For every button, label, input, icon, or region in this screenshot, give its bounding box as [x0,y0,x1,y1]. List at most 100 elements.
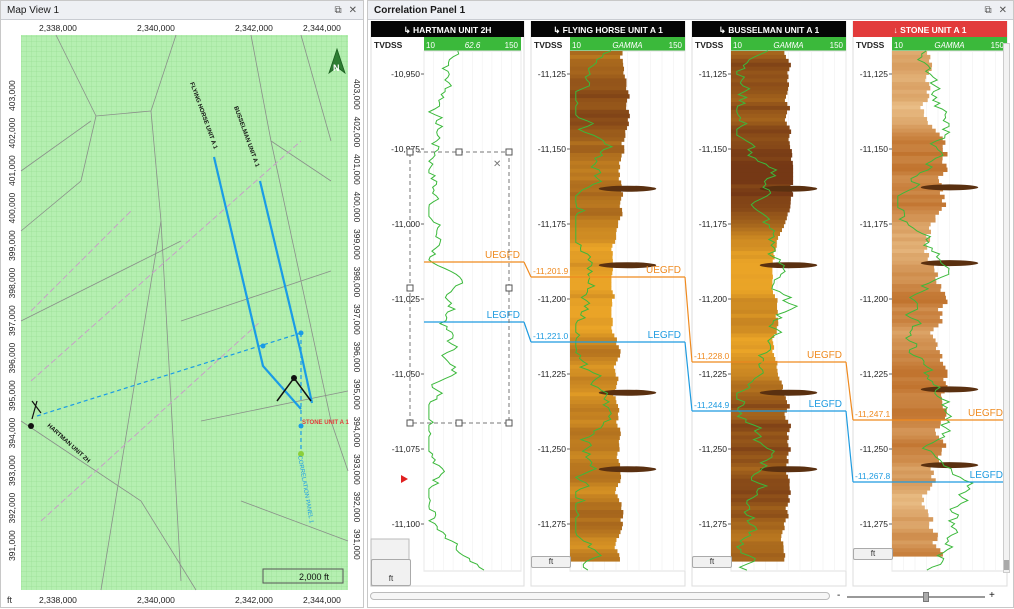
map-x-tick-top: 2,344,000 [303,23,341,33]
marker-icon[interactable] [401,475,408,483]
lease-lines [20,34,349,591]
map-x-tick-bottom: 2,340,000 [137,595,175,605]
depth-header: TVDSS [534,40,563,50]
formation-top-label[interactable]: LEGFD [809,399,842,410]
formation-top-depth: -11,201.9 [533,266,569,276]
horizontal-scrollbar[interactable] [370,592,830,600]
gamma-curve [897,50,974,571]
unit-button-hartman[interactable]: ft [371,559,411,586]
gamma-curve [574,50,614,571]
correlation-connector [684,276,693,363]
correlation-panel-pane: Correlation Panel 1 ⧉ ✕ ↳ HARTMAN UNIT 2… [367,0,1014,608]
formation-top-label[interactable]: UEGFD [646,265,681,276]
selection-box[interactable]: ✕ [406,148,513,427]
scale-max: 150 [669,41,683,50]
close-icon[interactable]: ✕ [998,5,1007,16]
zoom-minus[interactable]: - [837,590,841,601]
map-y-tick-right: 399,000 [352,229,362,260]
unit-label: ft [388,574,394,583]
vertical-scrollbar[interactable] [1003,43,1010,573]
track-header-hartman: ↳ HARTMAN UNIT 2H [404,25,492,35]
map-y-tick-right: 396,000 [352,342,362,373]
depth-label: -11,225 [699,369,727,379]
scale-bar [262,568,344,584]
depth-label: -11,100 [392,519,420,529]
map-y-tick-right: 392,000 [352,492,362,523]
map-y-tick-right: 391,000 [352,529,362,560]
north-arrow-icon [328,47,346,75]
map-y-tick-left: 395,000 [7,380,17,411]
formation-top-label[interactable]: LEGFD [970,470,1003,481]
depth-label: -11,275 [860,519,888,529]
well-paths[interactable] [28,156,314,457]
gamma-curve [735,50,799,571]
scale-max: 150 [505,41,519,50]
close-icon[interactable]: ✕ [348,5,357,16]
map-y-tick-left: 391,000 [7,530,17,561]
correlation-connector [845,361,854,421]
map-y-tick-left: 396,000 [7,343,17,374]
map-y-tick-left: 397,000 [7,305,17,336]
unit-button-busselman[interactable]: ft [692,556,732,568]
map-y-tick-right: 400,000 [352,192,362,223]
map-canvas[interactable]: FLYING HORSE UNIT A 1 BUSSELMAN UNIT A 1… [1,21,365,609]
map-x-tick-top: 2,340,000 [137,23,175,33]
map-y-tick-left: 399,000 [7,230,17,261]
formation-top-depth: -11,244.9 [694,400,730,410]
close-icon[interactable]: ✕ [493,159,501,170]
map-label-stone[interactable]: STONE UNIT A 1 [302,420,349,426]
formation-top-label[interactable]: UEGFD [807,350,842,361]
formation-top-label[interactable]: UEGFD [968,408,1003,419]
formation-top-depth: -11,228.0 [694,351,730,361]
restore-icon[interactable]: ⧉ [984,5,992,16]
depth-label: -11,000 [392,219,420,229]
map-y-tick-left: 402,000 [7,118,17,149]
depth-label: -11,125 [538,69,566,79]
correlation-connector [684,341,693,412]
formation-top-label[interactable]: LEGFD [648,330,681,341]
map-y-tick-right: 401,000 [352,154,362,185]
restore-icon[interactable]: ⧉ [334,5,342,16]
track-stone[interactable]: ↓ STONE UNIT A 1 TVDSS 10 150 GAMMA -11,125 -1… [852,21,1008,587]
formation-top-depth: -11,267.8 [855,471,891,481]
formation-top-label[interactable]: LEGFD [487,310,520,321]
depth-header: TVDSS [695,40,724,50]
unit-button-stone[interactable]: ft [853,548,893,560]
zoom-plus[interactable]: + [989,590,995,601]
map-x-tick-top: 2,338,000 [39,23,77,33]
depth-header: TVDSS [856,40,885,50]
unit-button-flying[interactable]: ft [531,556,571,568]
map-y-tick-right: 394,000 [352,417,362,448]
zoom-slider[interactable]: - + [837,590,997,602]
map-x-tick-bottom: 2,342,000 [235,595,273,605]
depth-label: -11,250 [538,444,566,454]
depth-label: -11,175 [860,219,888,229]
depth-label: -10,950 [391,69,420,79]
map-y-tick-right: 393,000 [352,454,362,485]
depth-label: -11,225 [538,369,566,379]
map-y-tick-left: 394,000 [7,418,17,449]
map-y-tick-left: 400,000 [7,193,17,224]
scale-min: 10 [426,41,435,50]
track-flying[interactable]: ↳ FLYING HORSE UNIT A 1 TVDSS 10 150 GAMMA -1… [530,21,686,587]
depth-label: -11,200 [538,294,566,304]
map-y-tick-right: 397,000 [352,304,362,335]
scale-mid: GAMMA [773,41,803,50]
map-y-tick-right: 398,000 [352,267,362,298]
scale-mid: 62.6 [465,41,481,50]
depth-label: -11,250 [860,444,888,454]
map-y-tick-right: 403,000 [352,79,362,110]
depth-label: -11,275 [699,519,727,529]
map-axis-ticks: 2,338,000 2,338,000 2,340,000 2,340,000 2,34… [7,23,362,605]
track-header-busselman: ↳ BUSSELMAN UNIT A 1 [719,25,820,35]
track-busselman[interactable]: ↳ BUSSELMAN UNIT A 1 TVDSS 10 150 GAMMA -11,1… [691,21,847,587]
depth-label: -11,175 [538,219,566,229]
depth-label: -11,125 [860,69,888,79]
formation-top-label[interactable]: UEGFD [485,250,520,261]
correlation-connector [523,261,532,278]
depth-label: -11,150 [860,144,888,154]
scale-min: 10 [894,41,903,50]
depth-label: -11,175 [699,219,727,229]
